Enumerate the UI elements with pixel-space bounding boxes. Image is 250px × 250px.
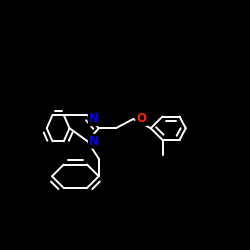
Text: N: N bbox=[89, 135, 99, 148]
Text: N: N bbox=[89, 112, 99, 125]
Text: O: O bbox=[136, 112, 146, 125]
